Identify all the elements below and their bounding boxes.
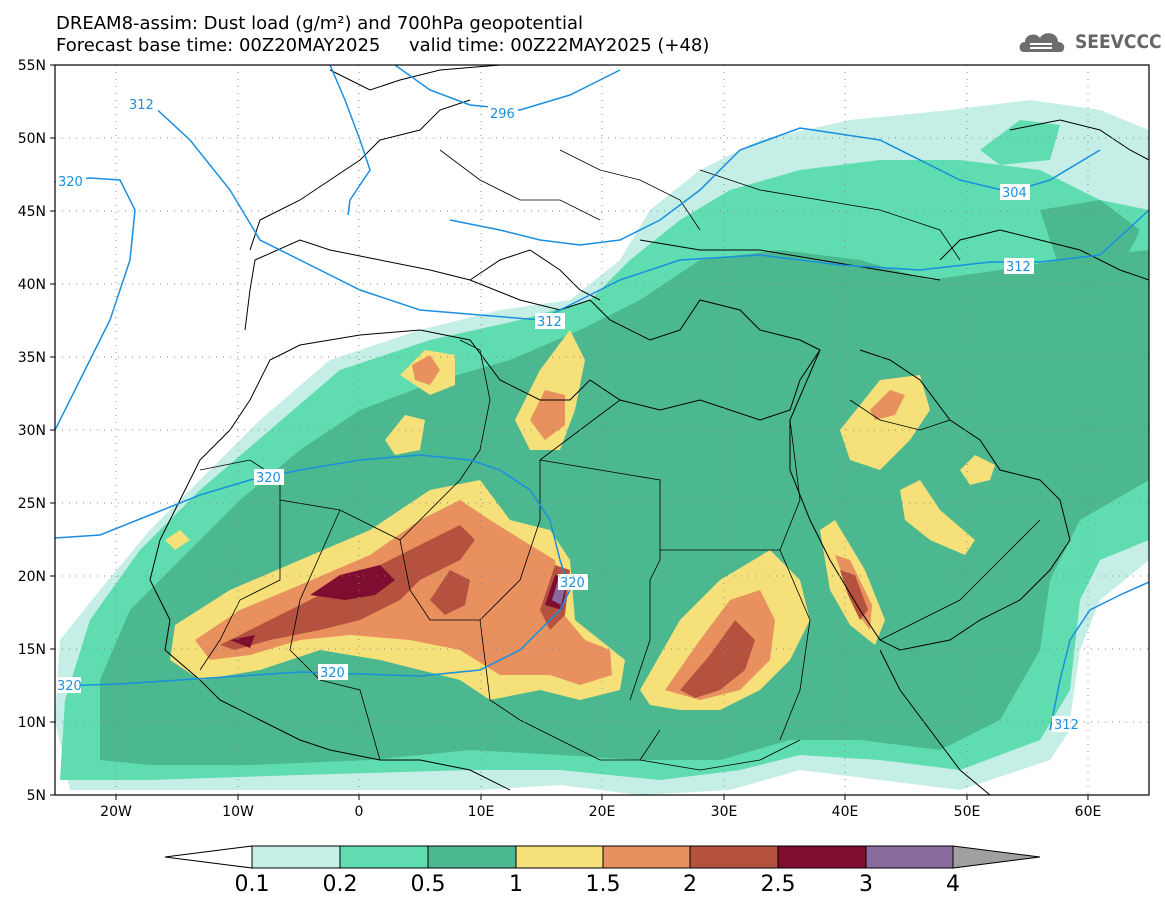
contour-label-312-ne: 312 xyxy=(1006,260,1031,275)
colorbar-tick: 0.1 xyxy=(234,872,270,897)
lon-label: 40E xyxy=(832,804,859,820)
dust-field xyxy=(55,65,1149,795)
lat-label: 35N xyxy=(18,350,46,366)
axis-ticks xyxy=(50,64,1089,800)
contour-label-304-ne: 304 xyxy=(1002,186,1027,201)
forecast-times: Forecast base time: 00Z20MAY2025 valid t… xyxy=(56,35,710,56)
contour-label-312-med: 312 xyxy=(537,315,562,330)
colorbar-box xyxy=(427,845,517,869)
colorbar-arrow-low xyxy=(164,845,253,869)
colorbar-box xyxy=(251,845,341,869)
lat-label: 20N xyxy=(18,569,46,585)
contour-labels: 312 296 320 304 312 312 320 320 320 320 … xyxy=(55,96,1082,733)
contour-label-320-sw: 320 xyxy=(57,679,82,694)
colorbar-tick: 0.2 xyxy=(322,872,358,897)
contour-label-312-se: 312 xyxy=(1054,718,1079,733)
colorbar-box xyxy=(865,845,954,869)
colorbar-tick: 0.5 xyxy=(410,872,446,897)
colorbar-arrow-high xyxy=(952,845,1041,869)
country-borders xyxy=(199,149,1041,771)
lon-label: 20W xyxy=(100,804,132,820)
lat-label: 30N xyxy=(18,423,46,439)
lon-label: 20E xyxy=(589,804,616,820)
colorbar-tick: 2.5 xyxy=(760,872,796,897)
lat-label: 50N xyxy=(18,131,46,147)
lon-label: 30E xyxy=(711,804,738,820)
cloud-logo-icon xyxy=(1019,33,1065,52)
lon-label: 50E xyxy=(954,804,981,820)
lat-label: 5N xyxy=(27,788,46,804)
lon-label: 10W xyxy=(222,804,254,820)
latitude-labels: 55N 50N 45N 40N 35N 30N 25N 20N 15N 10N … xyxy=(18,58,46,804)
colorbar-box xyxy=(339,845,429,869)
graticule xyxy=(55,65,1149,795)
lon-label: 60E xyxy=(1075,804,1102,820)
contour-label-320-sahara: 320 xyxy=(256,471,281,486)
colorbar-box xyxy=(689,845,779,869)
lat-label: 15N xyxy=(18,642,46,658)
contour-label-296: 296 xyxy=(490,107,515,122)
contour-label-320-sahel: 320 xyxy=(320,666,345,681)
lon-label: 10E xyxy=(468,804,495,820)
colorbar-tick: 2 xyxy=(683,872,697,897)
colorbar-box xyxy=(777,845,867,869)
contour-label-312-nw: 312 xyxy=(129,98,154,113)
lat-label: 10N xyxy=(18,715,46,731)
contour-label-320-chad: 320 xyxy=(560,576,585,591)
lat-label: 55N xyxy=(18,58,46,74)
colorbar-tick: 3 xyxy=(859,872,873,897)
colorbar-box xyxy=(515,845,604,869)
map-title: DREAM8-assim: Dust load (g/m²) and 700hP… xyxy=(56,13,583,34)
colorbar-tick: 1.5 xyxy=(585,872,621,897)
logo-text: SEEVCCC xyxy=(1075,31,1162,53)
colorbar-tick: 4 xyxy=(946,872,960,897)
contour-label-320-w: 320 xyxy=(58,175,83,190)
lat-label: 45N xyxy=(18,204,46,220)
longitude-labels: 20W 10W 0 10E 20E 30E 40E 50E 60E xyxy=(100,804,1101,820)
lat-label: 25N xyxy=(18,496,46,512)
colorbar xyxy=(164,845,1041,869)
lat-label: 40N xyxy=(18,277,46,293)
coastlines xyxy=(149,65,1149,795)
lon-label: 0 xyxy=(355,804,364,820)
colorbar-box xyxy=(602,845,691,869)
colorbar-tick: 1 xyxy=(509,872,523,897)
